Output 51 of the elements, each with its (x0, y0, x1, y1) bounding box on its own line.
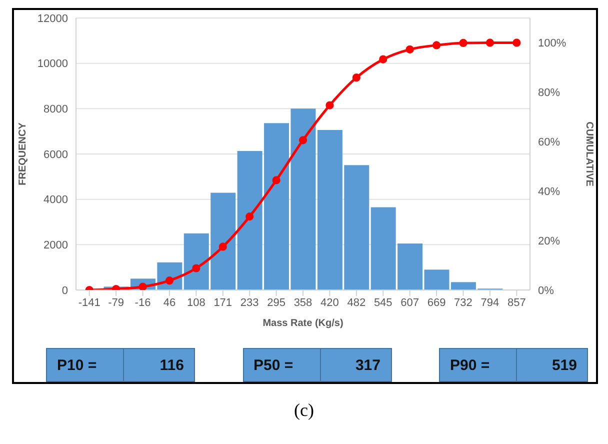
y-tick-label: 12000 (37, 12, 68, 25)
point (218, 242, 227, 251)
point (165, 276, 174, 285)
y2-tick-label: 40% (538, 186, 560, 198)
point (298, 136, 308, 144)
x-tick-label: 233 (240, 296, 259, 309)
x-tick-label: 358 (294, 296, 312, 309)
y-tick-label: 0 (62, 284, 68, 297)
point (379, 55, 388, 64)
y-tick-label: 10000 (37, 58, 68, 70)
y-tick-label: 2000 (44, 240, 68, 252)
point (486, 38, 494, 47)
point (432, 41, 441, 50)
x-tick-label: 171 (214, 296, 232, 309)
point (406, 45, 414, 54)
point (246, 212, 254, 221)
x-tick-label: 46 (163, 296, 176, 309)
y2-tick-label: 60% (538, 136, 560, 149)
x-tick-label: 482 (347, 296, 366, 309)
x-tick-label: 794 (480, 296, 500, 309)
text: P10 = 116 (57, 356, 184, 374)
y2-tick-label: 0% (538, 284, 554, 297)
x-tick-label: 857 (507, 296, 526, 309)
point (272, 176, 280, 184)
x-tick-label: -79 (108, 296, 124, 309)
text: (c) (293, 400, 315, 421)
y2-axis-title: CUMULATIVE (583, 122, 594, 187)
y-tick-label: 6000 (44, 148, 68, 161)
y-tick-label: 8000 (44, 104, 68, 116)
x-tick-label: 732 (454, 296, 472, 309)
y2-tick-label: 20% (538, 235, 560, 248)
point (459, 38, 468, 48)
y2-tick-label: 80% (538, 87, 560, 100)
x-axis-title: Mass Rate (Kg/s) (262, 318, 344, 329)
point (352, 74, 360, 82)
x-tick-label: 669 (427, 296, 446, 309)
y-axis-title: FREQUENCY (18, 122, 29, 186)
x-tick-label: 607 (400, 296, 420, 309)
y-tick-label: 4000 (44, 194, 68, 206)
point (326, 101, 334, 110)
text: P90 = 519 (450, 356, 577, 374)
point (512, 38, 521, 47)
x-tick-label: -141 (78, 296, 100, 309)
text: P50 = 317 (254, 356, 380, 374)
x-tick-label: -16 (134, 296, 151, 309)
x-tick-label: 295 (267, 296, 286, 309)
y2-tick-label: 100% (538, 38, 566, 50)
x-tick-label: 420 (320, 296, 339, 309)
x-tick-label: 545 (374, 296, 392, 309)
point (192, 264, 200, 272)
x-tick-label: 108 (186, 296, 206, 309)
